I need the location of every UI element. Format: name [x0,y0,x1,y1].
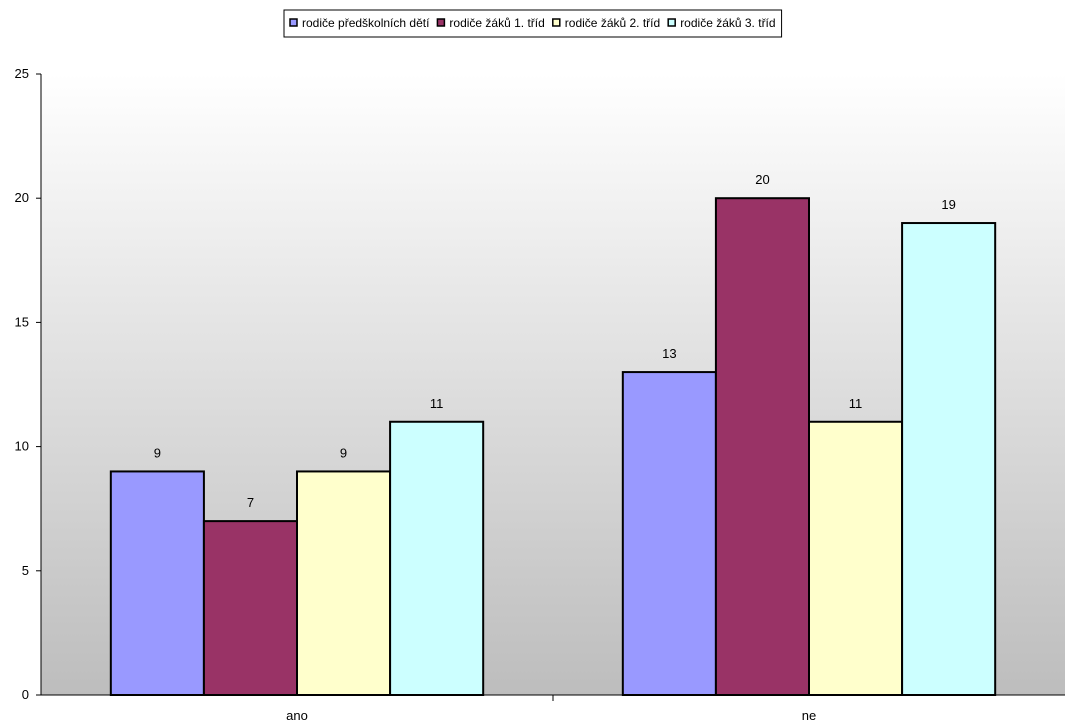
legend-swatch [436,18,446,27]
bar-value-label: 11 [430,396,444,411]
bar-value-label: 13 [662,346,676,361]
bar-value-label: 7 [247,495,254,510]
bar [808,420,904,696]
legend-swatch [667,18,676,27]
y-tick-label: 0 [22,687,29,702]
bar [109,470,205,696]
y-tick-label: 25 [15,66,29,81]
legend-swatch [552,18,561,27]
legend-label: rodiče žáků 3. tříd [680,16,775,30]
y-tick-label: 5 [22,563,29,578]
bars [109,197,997,696]
bar [202,520,298,696]
bar [389,420,485,696]
bar [714,197,811,696]
legend-swatch [289,18,298,27]
x-tick-label: ne [802,708,816,723]
legend-label: rodiče žáků 1. tříd [449,16,544,30]
y-tick-label: 15 [15,314,29,329]
legend-label: rodiče předškolních dětí [302,16,430,30]
legend: rodiče předškolních dětí rodiče žáků 1. t… [283,9,783,38]
bar-value-label: 11 [849,396,863,411]
x-tick-label: ano [286,708,308,723]
y-tick-label: 20 [15,190,29,205]
bar [901,222,997,696]
legend-box [283,9,783,38]
legend-label: rodiče žáků 2. tříd [565,16,660,30]
bar-value-label: 20 [755,172,769,187]
bar [621,371,717,696]
y-tick-label: 10 [15,439,29,454]
bar [296,470,392,696]
data-labels: 9 7 9 11 13 20 11 19 [154,172,956,510]
bar-value-label: 19 [941,197,955,212]
bar-value-label: 9 [340,445,347,460]
bar-value-label: 9 [154,445,161,460]
